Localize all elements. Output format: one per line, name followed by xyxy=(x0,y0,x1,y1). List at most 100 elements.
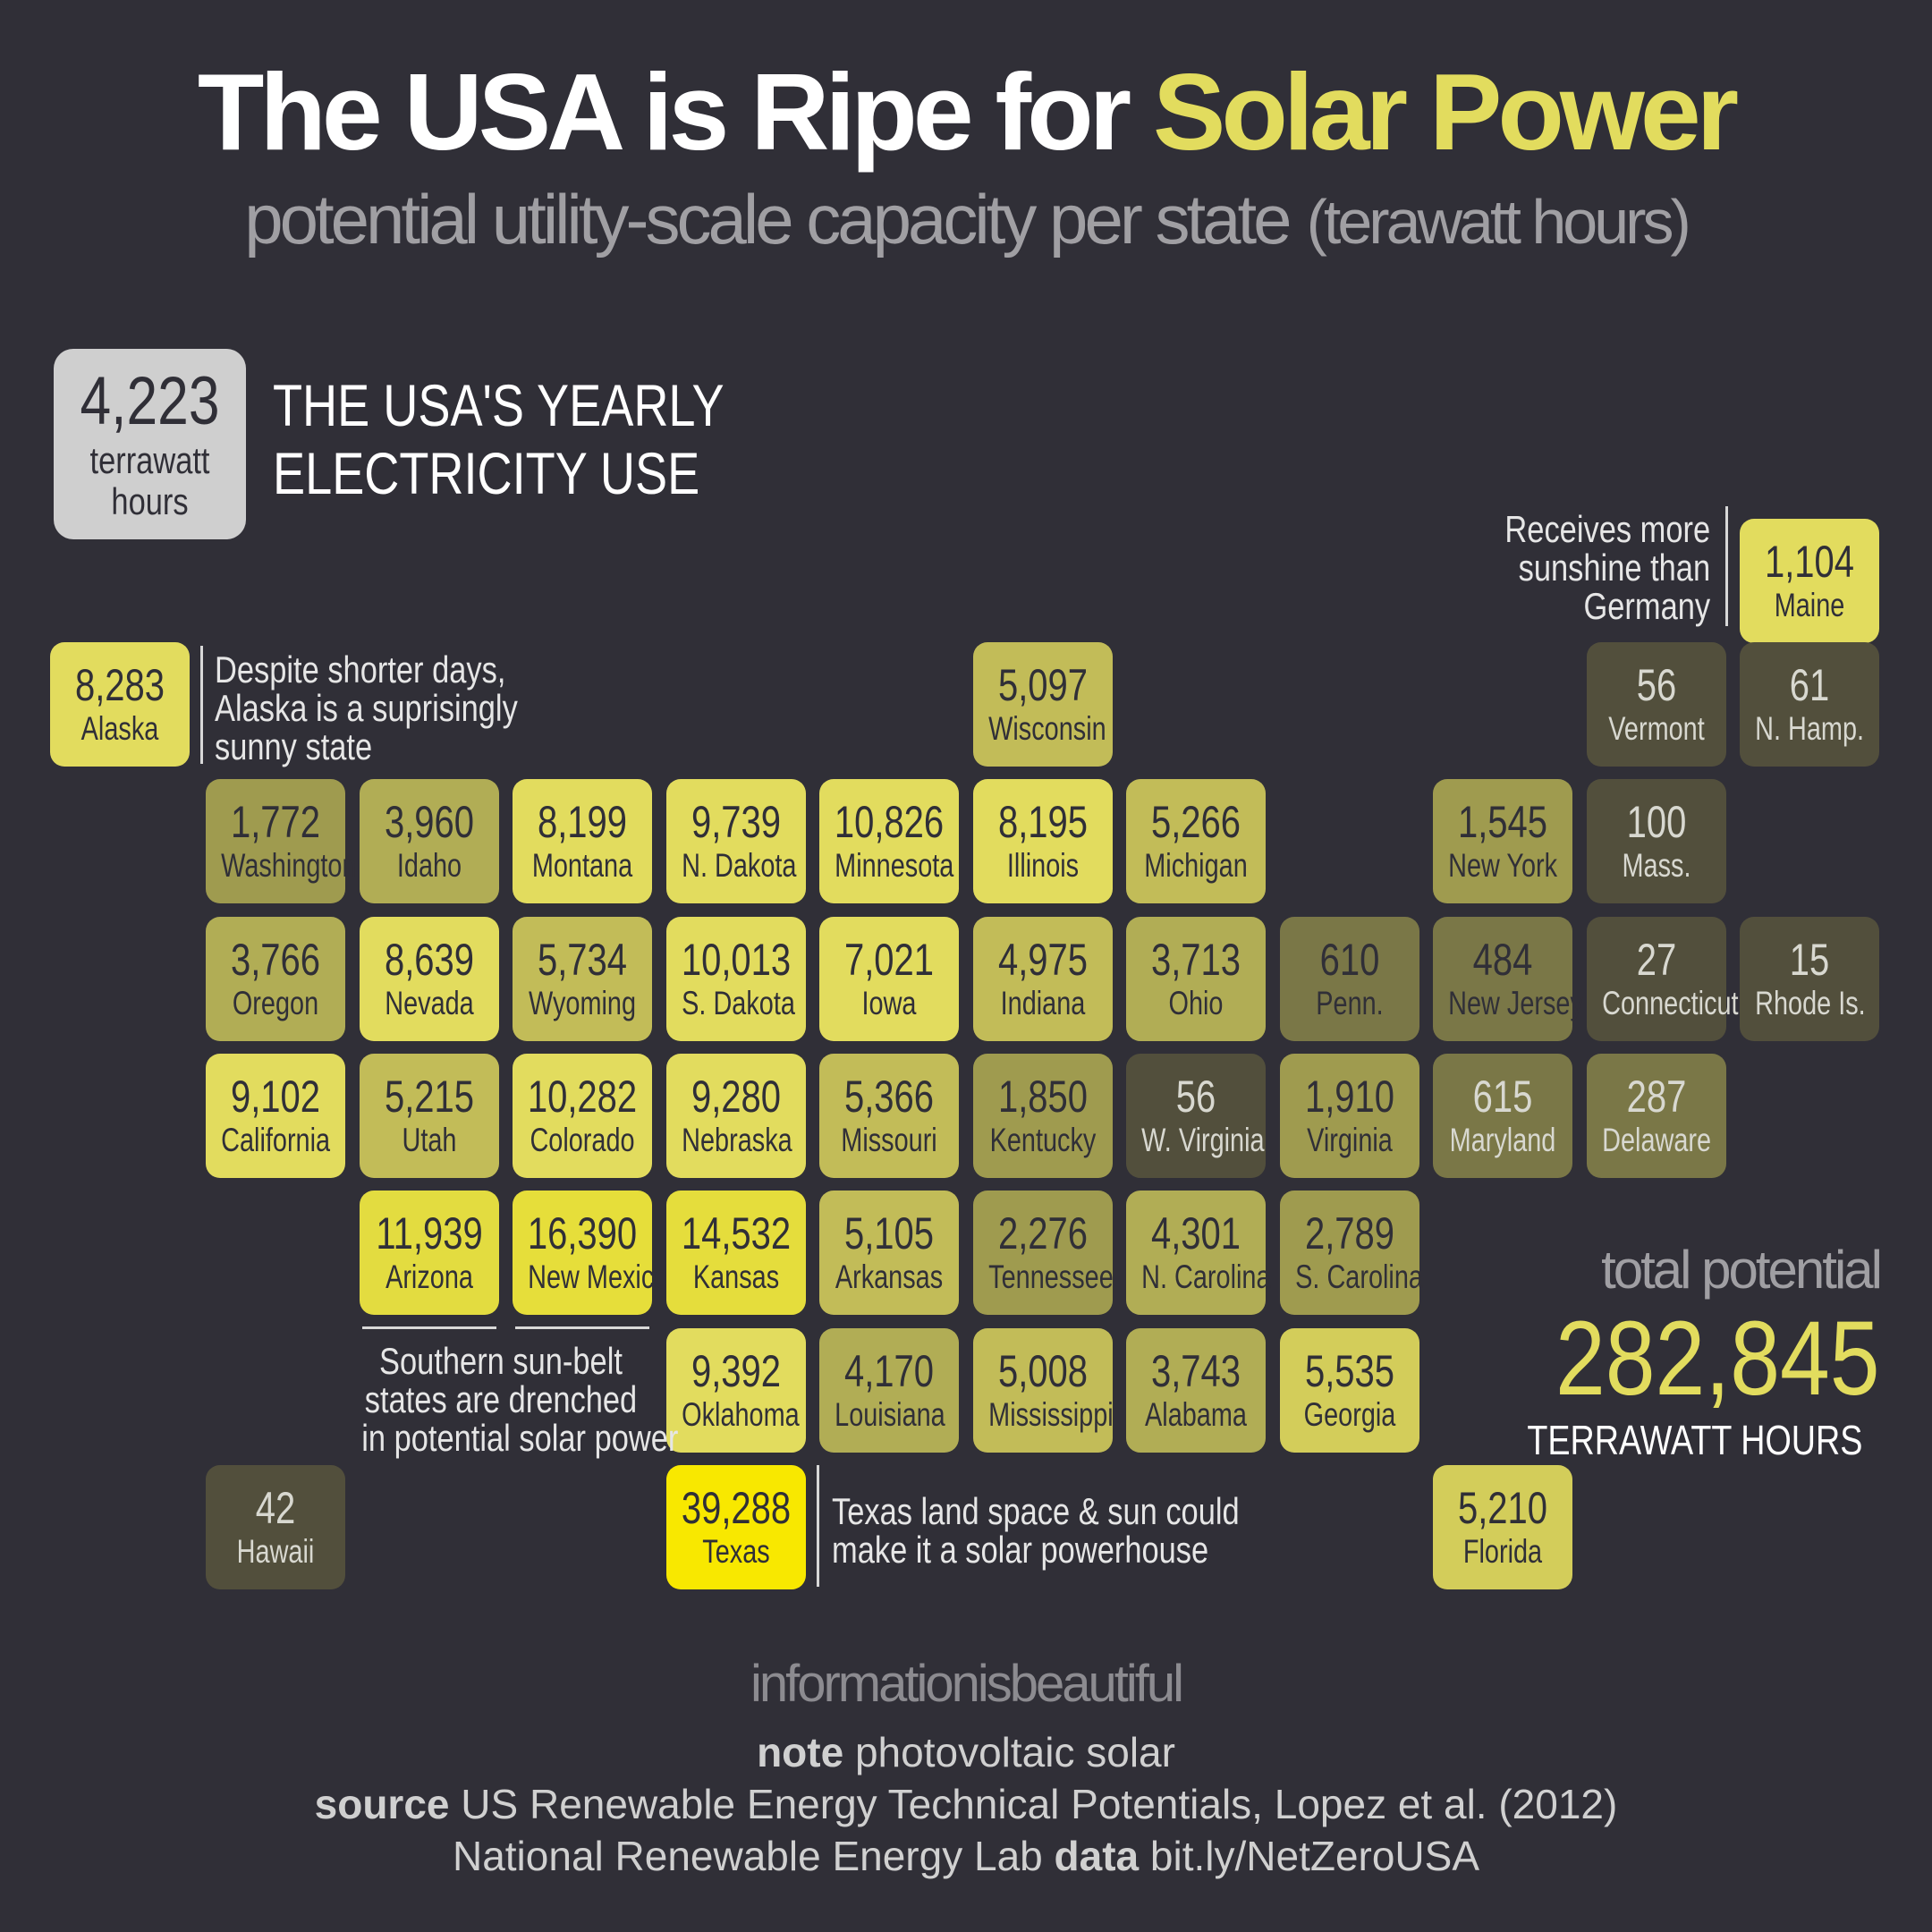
state-tile-idaho: 3,960 Idaho xyxy=(359,779,499,904)
sunbelt-underline-new-mexico xyxy=(515,1326,649,1329)
state-tile-rhode-is: 15 Rhode Is. xyxy=(1740,916,1879,1041)
state-value: 10,013 xyxy=(681,934,791,985)
state-value: 56 xyxy=(1636,660,1676,710)
state-name: Mass. xyxy=(1622,847,1690,885)
texas-note: Texas land space & sun could make it a so… xyxy=(832,1492,1240,1569)
state-value: 2,276 xyxy=(997,1208,1088,1259)
state-value: 9,102 xyxy=(230,1071,321,1122)
source-text: US Renewable Energy Technical Potentials… xyxy=(461,1781,1618,1827)
state-tile-wyoming: 5,734 Wyoming xyxy=(513,916,652,1041)
note-line: sunshine than xyxy=(1518,547,1710,589)
state-name: S. Dakota xyxy=(681,984,795,1021)
state-value: 4,975 xyxy=(997,934,1088,985)
state-tile-nebraska: 9,280 Nebraska xyxy=(665,1053,806,1178)
state-tile-connecticut: 27 Connecticut xyxy=(1586,916,1738,1041)
footer-source: source US Renewable Energy Technical Pot… xyxy=(0,1780,1932,1828)
state-value: 1,850 xyxy=(997,1071,1088,1122)
state-tile-montana: 8,199 Montana xyxy=(513,779,652,904)
state-value: 16,390 xyxy=(527,1208,638,1259)
state-name: Rhode Is. xyxy=(1755,984,1866,1021)
yearly-use-label-2: ELECTRICITY USE xyxy=(273,440,700,506)
state-tile-indiana: 4,975 Indiana xyxy=(972,916,1113,1041)
state-tile-kansas: 14,532 Kansas xyxy=(665,1191,806,1316)
yearly-use-label: THE USA'S YEARLY ELECTRICITY USE xyxy=(273,371,724,507)
state-tile-oregon: 3,766 Oregon xyxy=(206,916,345,1041)
subtitle-main: potential utility-scale capacity per sta… xyxy=(244,180,1292,258)
state-value: 5,266 xyxy=(1150,797,1241,848)
state-value: 8,639 xyxy=(384,934,474,985)
state-value: 1,772 xyxy=(230,797,321,848)
state-value: 610 xyxy=(1319,934,1379,985)
state-name: Illinois xyxy=(1006,847,1079,885)
state-value: 5,008 xyxy=(997,1345,1088,1396)
state-tile-arizona: 11,939 Arizona xyxy=(359,1191,499,1316)
state-value: 1,545 xyxy=(1457,797,1548,848)
state-tile-wisconsin: 5,097 Wisconsin xyxy=(972,642,1113,767)
state-tile-new-jersey: 484 New Jersey xyxy=(1433,916,1583,1041)
state-tile-florida: 5,210 Florida xyxy=(1433,1464,1572,1589)
state-tile-w-virginia: 56 W. Virginia xyxy=(1126,1053,1266,1178)
note-line: Texas land space & sun could xyxy=(832,1490,1240,1532)
note-line: Alaska is a suprisingly xyxy=(215,687,518,729)
data-link[interactable]: bit.ly/NetZeroUSA xyxy=(1149,1833,1480,1879)
state-value: 11,939 xyxy=(375,1208,483,1259)
alaska-note: Despite shorter days, Alaska is a suprisi… xyxy=(215,650,518,766)
state-tile-maine: 1,104 Maine xyxy=(1740,519,1879,644)
state-value: 3,766 xyxy=(230,934,321,985)
state-tile-alabama: 3,743 Alabama xyxy=(1126,1327,1266,1453)
state-tile-penn: 610 Penn. xyxy=(1279,916,1419,1041)
state-name: N. Dakota xyxy=(681,847,796,885)
state-tile-iowa: 7,021 Iowa xyxy=(819,916,959,1041)
state-value: 2,789 xyxy=(1304,1208,1394,1259)
state-name: Vermont xyxy=(1607,710,1705,747)
yearly-use-unit-1: terrawatt xyxy=(89,439,210,481)
state-name: Oregon xyxy=(232,984,319,1021)
sunbelt-underline-arizona xyxy=(362,1326,496,1329)
state-tile-missouri: 5,366 Missouri xyxy=(819,1053,959,1178)
note-line: Despite shorter days, xyxy=(215,648,506,691)
state-value: 15 xyxy=(1789,934,1830,985)
state-tile-mass: 100 Mass. xyxy=(1586,779,1726,904)
state-value: 287 xyxy=(1626,1071,1686,1122)
sunbelt-note: Southern sun-belt states are drenched in p… xyxy=(361,1342,678,1457)
state-name: Kansas xyxy=(692,1258,779,1296)
total-label: total potential xyxy=(1601,1240,1883,1300)
footer-note: note photovoltaic solar xyxy=(0,1728,1932,1776)
state-name: Indiana xyxy=(1000,984,1085,1021)
title-prefix: The USA is Ripe for xyxy=(197,51,1154,173)
state-value: 10,282 xyxy=(527,1071,638,1122)
state-value: 4,301 xyxy=(1150,1208,1241,1259)
texas-note-divider xyxy=(817,1465,819,1587)
state-name: Hawaii xyxy=(236,1532,315,1570)
state-name: Utah xyxy=(402,1121,456,1158)
state-name: Michigan xyxy=(1144,847,1248,885)
state-tile-alaska: 8,283 Alaska xyxy=(50,642,190,767)
state-name: New Jersey xyxy=(1448,984,1583,1021)
state-value: 100 xyxy=(1626,797,1686,848)
state-tile-n-hamp: 61 N. Hamp. xyxy=(1740,642,1879,767)
state-value: 14,532 xyxy=(681,1208,791,1259)
state-tile-hawaii: 42 Hawaii xyxy=(206,1464,345,1589)
state-name: Mississippi xyxy=(987,1395,1114,1433)
state-value: 3,743 xyxy=(1150,1345,1241,1396)
footer-data: National Renewable Energy Lab data bit.l… xyxy=(0,1832,1932,1880)
state-name: Minnesota xyxy=(835,847,954,885)
state-name: Nebraska xyxy=(681,1121,792,1158)
state-name: Alaska xyxy=(80,710,159,747)
total-value: 282,845 xyxy=(1555,1300,1880,1418)
source-text-2: National Renewable Energy Lab xyxy=(452,1833,1043,1879)
state-name: Missouri xyxy=(841,1121,937,1158)
state-value: 5,097 xyxy=(997,660,1088,710)
state-name: California xyxy=(221,1121,331,1158)
state-tile-illinois: 8,195 Illinois xyxy=(972,779,1113,904)
state-tile-n-dakota: 9,739 N. Dakota xyxy=(665,779,806,904)
state-tile-utah: 5,215 Utah xyxy=(359,1053,499,1178)
state-value: 7,021 xyxy=(843,934,935,985)
state-value: 5,210 xyxy=(1457,1482,1548,1533)
state-tile-n-carolina: 4,301 N. Carolina xyxy=(1126,1191,1271,1316)
state-value: 5,105 xyxy=(843,1208,935,1259)
state-value: 8,283 xyxy=(74,660,165,710)
data-label: data xyxy=(1054,1833,1140,1879)
state-name: Oklahoma xyxy=(681,1395,800,1433)
yearly-use-box: 4,223 terrawatt hours xyxy=(54,349,246,539)
